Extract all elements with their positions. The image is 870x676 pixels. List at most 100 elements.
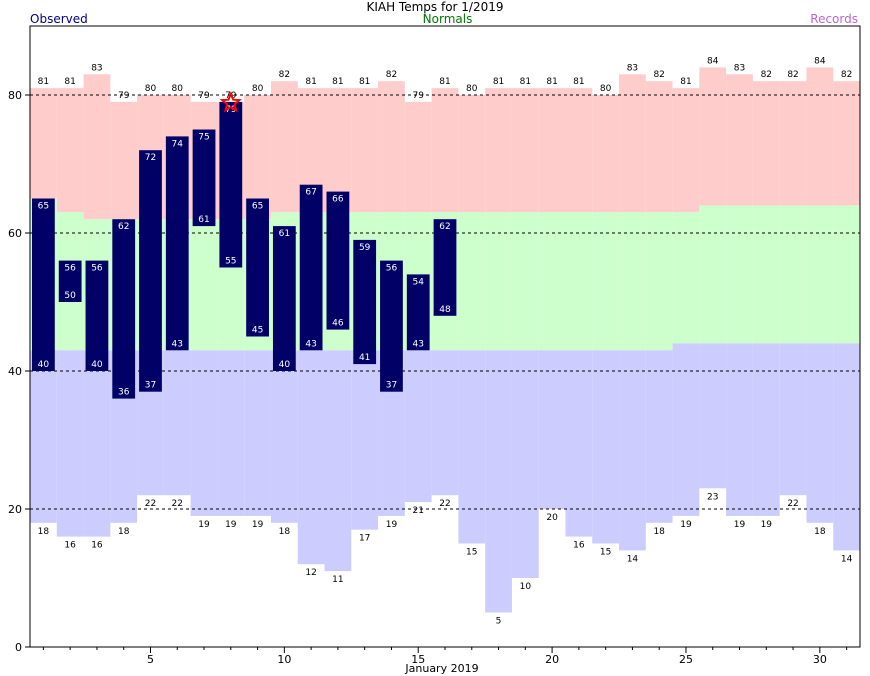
record-low-label-6: 22 bbox=[172, 499, 183, 509]
normal-band-21 bbox=[565, 212, 593, 351]
observed-low-label-3: 40 bbox=[91, 360, 103, 370]
y-tick-label-0: 0 bbox=[15, 641, 22, 654]
record-high-label-27: 83 bbox=[734, 63, 745, 73]
normal-band-25 bbox=[672, 212, 700, 344]
record-low-label-18: 5 bbox=[496, 617, 502, 627]
observed-low-label-16: 48 bbox=[439, 305, 451, 315]
record-high-label-5: 80 bbox=[145, 84, 157, 94]
record-high-band-24 bbox=[645, 81, 673, 213]
record-low-label-7: 19 bbox=[198, 520, 210, 530]
observed-high-label-8: 79 bbox=[225, 105, 237, 115]
record-high-label-22: 80 bbox=[600, 84, 612, 94]
observed-bar-15 bbox=[406, 274, 430, 351]
record-high-label-11: 81 bbox=[305, 77, 316, 87]
observed-low-label-6: 43 bbox=[172, 339, 183, 349]
observed-bar-7 bbox=[192, 129, 216, 227]
record-high-band-31 bbox=[833, 81, 860, 206]
record-high-band-30 bbox=[806, 67, 834, 206]
record-high-label-31: 82 bbox=[841, 70, 852, 80]
axes-group: 0 20 40 60 80 5 10 15 20 25 30 bbox=[8, 25, 861, 666]
record-low-band-11 bbox=[297, 350, 325, 565]
observed-high-label-5: 72 bbox=[145, 153, 156, 163]
record-low-label-16: 22 bbox=[439, 499, 450, 509]
observed-high-label-2: 56 bbox=[64, 264, 76, 274]
record-high-label-25: 81 bbox=[680, 77, 691, 87]
record-high-band-22 bbox=[592, 95, 620, 213]
observed-high-label-3: 56 bbox=[91, 264, 103, 274]
observed-high-label-12: 66 bbox=[332, 195, 344, 205]
record-star-8 bbox=[219, 91, 242, 113]
record-low-band-13 bbox=[351, 350, 379, 530]
record-low-label-2: 16 bbox=[64, 541, 76, 551]
observed-bar-4 bbox=[112, 219, 136, 399]
record-low-label-8: 19 bbox=[225, 520, 237, 530]
record-high-band-13 bbox=[351, 88, 379, 213]
record-high-label-26: 84 bbox=[707, 56, 719, 66]
normal-band-31 bbox=[833, 205, 860, 344]
normal-band-17 bbox=[458, 212, 486, 351]
record-high-band-17 bbox=[458, 95, 486, 213]
normal-band-7 bbox=[190, 219, 218, 351]
observed-bar-14 bbox=[380, 260, 403, 392]
legend-records: Records bbox=[810, 12, 858, 26]
observed-bar-13 bbox=[353, 239, 377, 365]
record-low-label-24: 18 bbox=[653, 527, 665, 537]
record-high-band-16 bbox=[431, 88, 459, 213]
record-high-label-16: 81 bbox=[439, 77, 450, 87]
record-high-label-17: 80 bbox=[466, 84, 478, 94]
record-low-label-10: 18 bbox=[279, 527, 291, 537]
record-high-band-10 bbox=[270, 81, 298, 213]
x-axis-label: January 2019 bbox=[404, 662, 478, 675]
record-low-band-22 bbox=[592, 350, 620, 544]
observed-high-label-15: 54 bbox=[412, 277, 424, 287]
record-low-band-21 bbox=[565, 350, 593, 537]
observed-high-label-14: 56 bbox=[386, 264, 398, 274]
normal-band-28 bbox=[752, 205, 780, 344]
record-low-band-27 bbox=[726, 343, 753, 516]
observed-bar-10 bbox=[272, 226, 296, 371]
record-low-band-9 bbox=[244, 350, 271, 516]
record-low-label-30: 18 bbox=[814, 527, 826, 537]
record-high-band-18 bbox=[485, 88, 512, 213]
record-low-label-23: 14 bbox=[627, 554, 639, 564]
record-high-band-group bbox=[30, 67, 860, 220]
record-high-band-28 bbox=[752, 81, 780, 206]
y-tick-label-20: 20 bbox=[8, 503, 22, 516]
record-low-label-14: 19 bbox=[386, 520, 398, 530]
observed-bar-6 bbox=[165, 136, 189, 351]
record-low-label-1: 18 bbox=[38, 527, 50, 537]
record-high-label-24: 82 bbox=[653, 70, 664, 80]
record-low-band-20 bbox=[538, 350, 566, 509]
record-low-label-17: 15 bbox=[466, 548, 477, 558]
legend-observed: Observed bbox=[30, 12, 88, 26]
observed-high-label-9: 65 bbox=[252, 202, 263, 212]
record-high-label-9: 80 bbox=[252, 84, 264, 94]
normal-band-18 bbox=[485, 212, 512, 351]
observed-low-label-2: 50 bbox=[64, 291, 76, 301]
record-low-label-9: 19 bbox=[252, 520, 264, 530]
observed-low-label-8: 55 bbox=[225, 257, 236, 267]
normal-band-24 bbox=[645, 212, 673, 351]
normal-band-19 bbox=[511, 212, 539, 351]
record-low-label-11: 12 bbox=[305, 568, 316, 578]
record-low-band-group bbox=[30, 343, 860, 613]
record-low-band-29 bbox=[779, 343, 807, 496]
record-low-band-30 bbox=[806, 343, 834, 523]
record-low-label-19: 10 bbox=[520, 582, 532, 592]
normal-band-27 bbox=[726, 205, 753, 344]
observed-low-label-12: 46 bbox=[332, 319, 344, 329]
record-high-label-29: 82 bbox=[787, 70, 798, 80]
record-high-band-15 bbox=[404, 101, 432, 213]
record-low-label-27: 19 bbox=[734, 520, 746, 530]
observed-low-label-10: 40 bbox=[279, 360, 291, 370]
record-high-label-28: 82 bbox=[761, 70, 772, 80]
record-high-label-2: 81 bbox=[64, 77, 75, 87]
record-low-band-17 bbox=[458, 350, 486, 544]
record-high-label-4: 79 bbox=[118, 91, 130, 101]
record-low-band-24 bbox=[645, 350, 673, 523]
record-low-band-25 bbox=[672, 343, 700, 516]
x-tick-label-25: 25 bbox=[679, 653, 693, 666]
chart-title: KIAH Temps for 1/2019 bbox=[366, 0, 504, 14]
x-tick-label-10: 10 bbox=[277, 653, 291, 666]
record-high-label-7: 79 bbox=[198, 91, 210, 101]
